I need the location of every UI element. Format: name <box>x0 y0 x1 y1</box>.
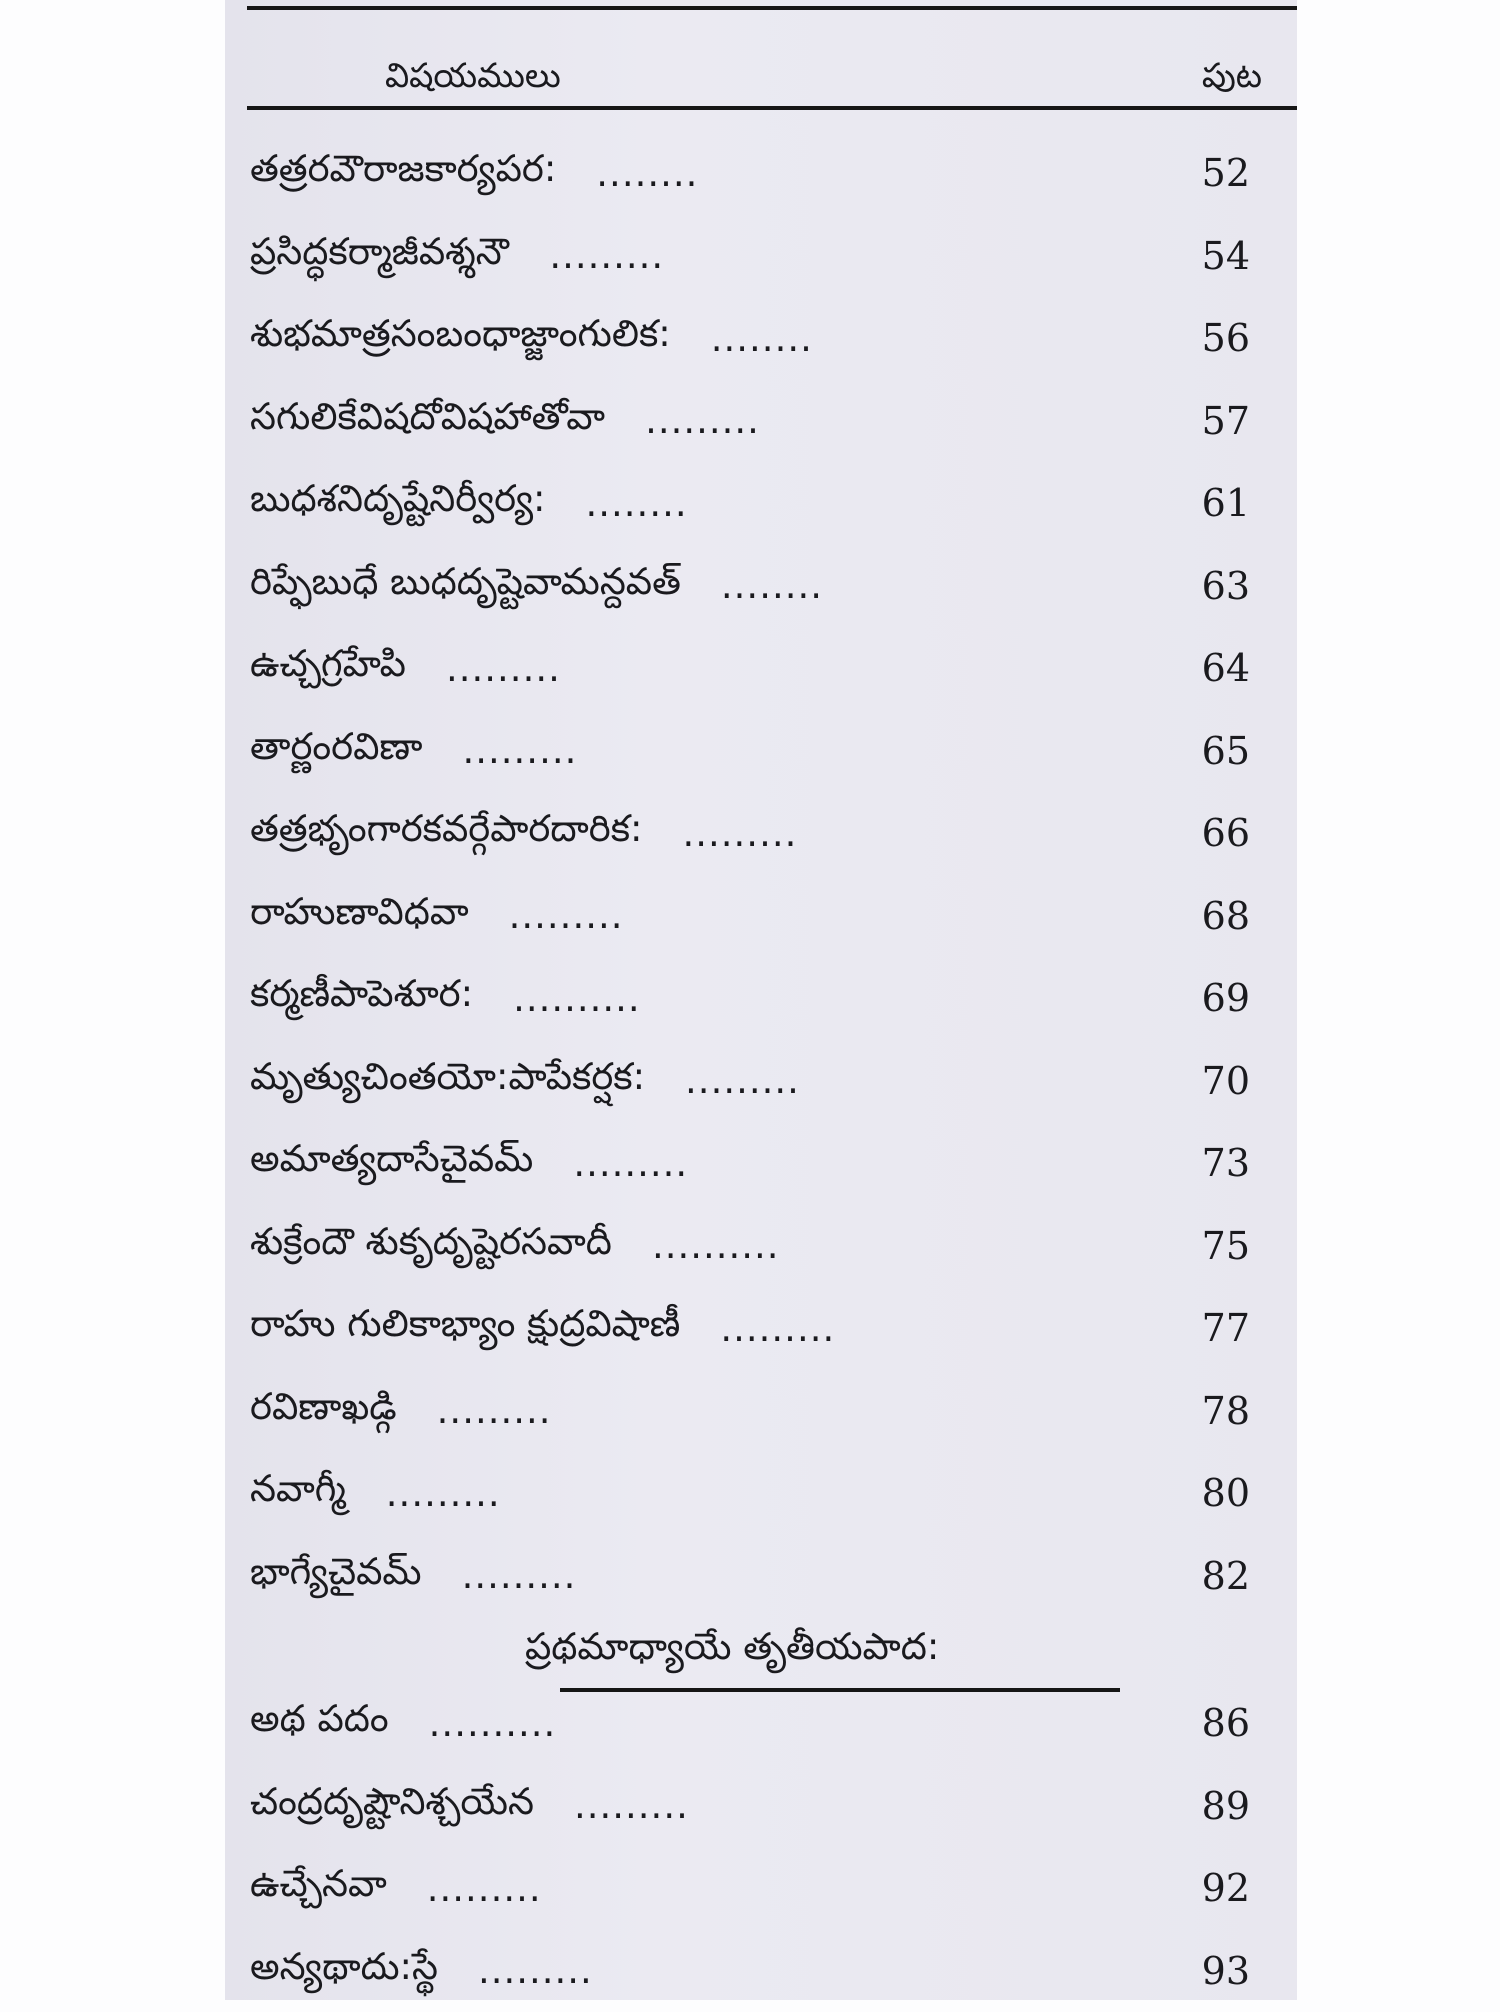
toc-entry: ఉచ్చేనవా......... 92 <box>250 1847 1250 1930</box>
leader-dots: ......... <box>574 1784 689 1827</box>
leader-dots: ......... <box>683 812 798 855</box>
entry-page-number: 92 <box>1202 1866 1250 1910</box>
entry-page-number: 70 <box>1202 1059 1250 1103</box>
leader-dots: ......... <box>509 894 624 937</box>
leader-dots: ......... <box>645 399 760 442</box>
entry-page-number: 80 <box>1202 1471 1250 1515</box>
toc-entry: సగులికేవిషదోవిషహాతోవా......... 57 <box>250 380 1250 463</box>
entry-page-number: 78 <box>1202 1389 1250 1433</box>
leader-dots: .......... <box>652 1224 780 1267</box>
leader-dots: ......... <box>462 1554 577 1597</box>
entry-title: నవాగ్మీ <box>250 1467 346 1519</box>
toc-entry: కర్మణీపాపెశూర:.......... 69 <box>250 957 1250 1040</box>
leader-dots: ......... <box>478 1949 593 1992</box>
entry-page-number: 65 <box>1202 729 1250 773</box>
leader-dots: ......... <box>463 729 578 772</box>
entry-title: తత్రరవౌరాజకార్యపర: <box>250 147 556 199</box>
entry-title: అన్యథాదు:స్థే <box>250 1945 438 1997</box>
page-header: పుట <box>1202 56 1262 104</box>
entry-title: సగులికేవిషదోవిషహాతోవా <box>250 395 605 447</box>
header-rule <box>247 106 1297 110</box>
entry-title: ఉచ్చగ్రహేపి <box>250 642 406 694</box>
entry-page-number: 69 <box>1202 976 1250 1020</box>
leader-dots: ......... <box>573 1142 688 1185</box>
entry-page-number: 86 <box>1202 1701 1250 1745</box>
entry-page-number: 66 <box>1202 811 1250 855</box>
toc-entry: అమాత్యదాసేచైవమ్......... 73 <box>250 1122 1250 1205</box>
entry-title: తార్ణంరవిణా <box>250 725 423 777</box>
leader-dots: ........ <box>596 152 698 195</box>
entry-page-number: 75 <box>1202 1224 1250 1268</box>
toc-entry: తత్రరవౌరాజకార్యపర:........ 52 <box>250 132 1250 215</box>
toc-entry: శుభమాత్రసంబంధాజ్జాంగులిక:........ 56 <box>250 297 1250 380</box>
toc-entry: శుక్రేందౌ శుకృదృష్టెరసవాదీ.......... 75 <box>250 1205 1250 1288</box>
entry-page-number: 52 <box>1202 151 1250 195</box>
entry-title: కర్మణీపాపెశూర: <box>250 972 473 1024</box>
leader-dots: .......... <box>513 977 641 1020</box>
toc-entry: ప్రసిద్ధకర్మాజీవశ్శనౌ......... 54 <box>250 215 1250 298</box>
entry-title: శుభమాత్రసంబంధాజ్జాంగులిక: <box>250 312 671 364</box>
leader-dots: ......... <box>446 647 561 690</box>
entry-title: బుధశనిదృష్టేనిర్వీర్య: <box>250 477 546 529</box>
entry-page-number: 54 <box>1202 234 1250 278</box>
toc-entry: బుధశనిదృష్టేనిర్వీర్య:........ 61 <box>250 462 1250 545</box>
entry-page-number: 64 <box>1202 646 1250 690</box>
leader-dots: ......... <box>720 1307 835 1350</box>
toc-entry: భాగ్యేచైవమ్......... 82 <box>250 1535 1250 1618</box>
entry-page-number: 73 <box>1202 1141 1250 1185</box>
entry-page-number: 82 <box>1202 1554 1250 1598</box>
book-page: విషయములు పుట తత్రరవౌరాజకార్యపర:........ 5… <box>225 0 1297 2000</box>
toc-entry: రాహు గులికాభ్యాం క్షుద్రవిషాణీ......... 7… <box>250 1287 1250 1370</box>
entry-title: అమాత్యదాసేచైవమ్ <box>250 1137 533 1189</box>
entry-title: శుక్రేందౌ శుకృదృష్టెరసవాదీ <box>250 1220 612 1272</box>
section-title: ప్రథమాధ్యాయే తృతీయపాద: <box>525 1625 939 1677</box>
entry-title: మృత్యుచింతయో:పాపేకర్షక: <box>250 1055 645 1107</box>
entry-title: తత్రభృంగారకవర్గేపారదారిక: <box>250 807 643 859</box>
toc-entry: మృత్యుచింతయో:పాపేకర్షక:......... 70 <box>250 1040 1250 1123</box>
entry-page-number: 57 <box>1202 399 1250 443</box>
leader-dots: ......... <box>685 1059 800 1102</box>
toc-entry: చంద్రదృష్టౌనిశ్చయేన......... 89 <box>250 1765 1250 1848</box>
toc-entry: తత్రభృంగారకవర్గేపారదారిక:......... 66 <box>250 792 1250 875</box>
entry-page-number: 56 <box>1202 316 1250 360</box>
toc-entry: రాహుణావిధవా......... 68 <box>250 875 1250 958</box>
entry-title: అథ పదం <box>250 1697 389 1749</box>
leader-dots: ......... <box>386 1472 501 1515</box>
entry-title: ప్రసిద్ధకర్మాజీవశ్శనౌ <box>250 230 509 282</box>
entry-page-number: 77 <box>1202 1306 1250 1350</box>
toc-entry: రవిణాఖడ్గి......... 78 <box>250 1370 1250 1453</box>
entry-page-number: 93 <box>1202 1949 1250 1993</box>
entry-title: రాహు గులికాభ్యాం క్షుద్రవిషాణీ <box>250 1302 680 1354</box>
entry-title: భాగ్యేచైవమ్ <box>250 1550 422 1602</box>
entry-title: రాహుణావిధవా <box>250 890 469 942</box>
leader-dots: ........ <box>586 482 688 525</box>
entry-title: చంద్రదృష్టౌనిశ్చయేన <box>250 1780 534 1832</box>
leader-dots: ......... <box>427 1867 542 1910</box>
leader-dots: ......... <box>437 1389 552 1432</box>
entry-title: రిప్ఫేబుధే బుధదృష్టెవామన్దవత్ <box>250 560 681 612</box>
top-rule <box>247 6 1297 10</box>
toc-entry: నవాగ్మీ......... 80 <box>250 1452 1250 1535</box>
toc-entry: అథ పదం.......... 86 <box>250 1682 1250 1765</box>
leader-dots: .......... <box>429 1702 557 1745</box>
entry-title: ఉచ్చేనవా <box>250 1862 387 1914</box>
contents-list: తత్రరవౌరాజకార్యపర:........ 52 ప్రసిద్ధకర్మ… <box>250 132 1250 1617</box>
entry-page-number: 89 <box>1202 1784 1250 1828</box>
toc-entry: రిప్ఫేబుధే బుధదృష్టెవామన్దవత్........ 63 <box>250 545 1250 628</box>
leader-dots: ........ <box>721 564 823 607</box>
toc-entry: తార్ణంరవిణా......... 65 <box>250 710 1250 793</box>
entry-page-number: 68 <box>1202 894 1250 938</box>
subjects-header: విషయములు <box>385 56 561 104</box>
entry-page-number: 61 <box>1202 481 1250 525</box>
leader-dots: ........ <box>711 317 813 360</box>
contents-list-section: అథ పదం.......... 86 చంద్రదృష్టౌనిశ్చయేన...… <box>250 1682 1250 2012</box>
leader-dots: ......... <box>549 234 664 277</box>
entry-title: రవిణాఖడ్గి <box>250 1385 397 1437</box>
entry-page-number: 63 <box>1202 564 1250 608</box>
toc-entry: ఉచ్చగ్రహేపి......... 64 <box>250 627 1250 710</box>
